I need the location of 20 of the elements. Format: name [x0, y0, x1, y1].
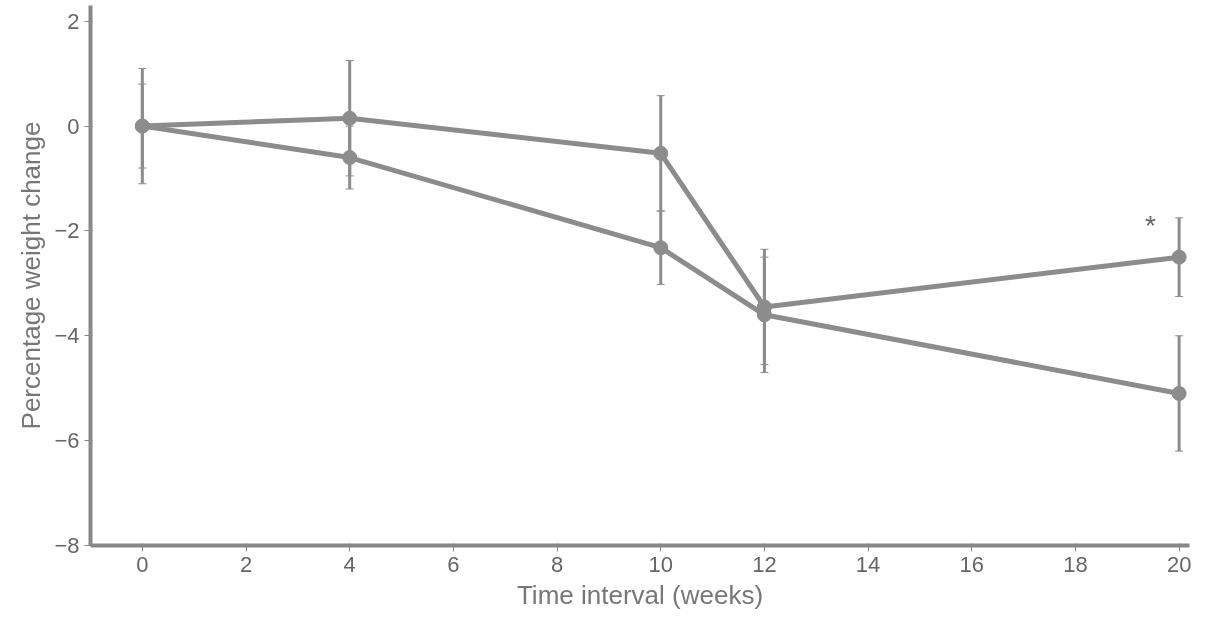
x-axis-title: Time interval (weeks) — [516, 579, 764, 610]
y-tick-label: −4 — [54, 323, 80, 349]
x-tick-label: 18 — [1063, 551, 1088, 577]
x-tick-label: 16 — [959, 551, 985, 577]
y-tick-label: −2 — [54, 218, 80, 244]
y-axis-title: Percentage weight change — [16, 121, 47, 430]
y-tick-label: −8 — [54, 533, 80, 558]
x-tick-label: 10 — [648, 551, 673, 577]
x-tick-label: 0 — [136, 551, 149, 577]
y-tick-label: 2 — [67, 8, 80, 34]
x-tick-label: 12 — [752, 551, 777, 577]
x-tick-label: 4 — [343, 551, 356, 577]
x-tick-label: 8 — [550, 551, 564, 577]
annotation: * — [1145, 210, 1157, 241]
y-tick-label: 0 — [67, 113, 80, 139]
x-tick-label: 20 — [1166, 551, 1192, 577]
x-tick-label: 14 — [855, 551, 881, 577]
x-tick-label: 6 — [447, 551, 460, 577]
y-tick-label: −6 — [54, 428, 80, 454]
x-tick-label: 2 — [239, 551, 253, 577]
